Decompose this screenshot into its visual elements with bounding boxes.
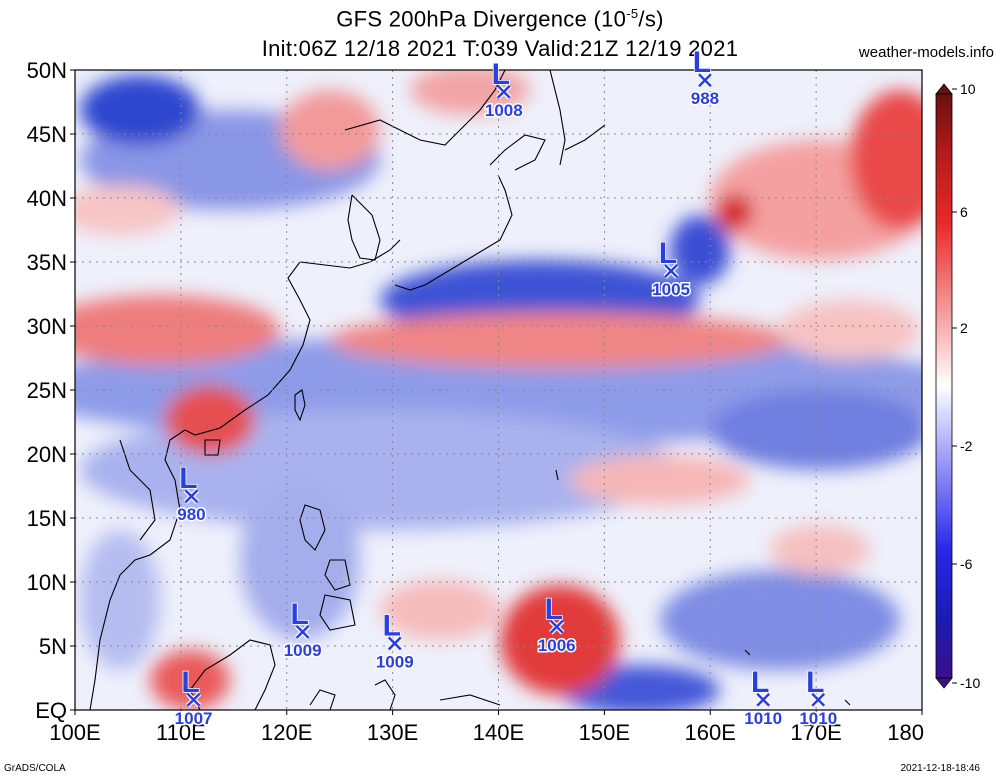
low-cross (756, 692, 771, 707)
lat-label: 5N (39, 634, 67, 659)
low-marker: L 1010 (743, 665, 784, 729)
low-pressure-value: 1009 (284, 641, 322, 660)
low-marker: L 1008 (483, 57, 524, 121)
lat-label: 40N (27, 186, 67, 211)
low-pressure-value: 1010 (799, 709, 837, 728)
map-title: GFS 200hPa Divergence (10-5/s) (336, 6, 664, 32)
low-cross (295, 625, 310, 639)
lat-label: 35N (27, 250, 67, 275)
low-symbol: L (659, 237, 677, 270)
low-symbol: L (492, 58, 510, 91)
lat-label: 15N (27, 506, 67, 531)
lat-label: 10N (27, 570, 67, 595)
low-marker: L 1006 (536, 592, 577, 656)
latitude-labels: 50N 45N 40N 35N 30N 25N 20N 15N 10N 5N EQ (27, 58, 75, 723)
low-cross (811, 692, 826, 707)
lon-label: 100E (49, 720, 100, 745)
colorbar-label: -10 (960, 675, 980, 691)
low-cross (549, 619, 564, 634)
low-symbol: L (751, 666, 769, 699)
low-cross (698, 73, 712, 88)
low-pressure-value: 1010 (744, 709, 782, 728)
low-pressure-markers: L 1008 L 988 L 1005 L 980 L 1009 L 1009 L 1006 L 1007 L 1… (173, 45, 839, 729)
low-pressure-value: 1009 (376, 652, 414, 671)
graticule (75, 70, 922, 710)
colorbar-top-arrow (935, 83, 953, 95)
site-label: weather-models.info (858, 44, 994, 61)
lat-label: 45N (27, 122, 67, 147)
lon-label: 180 (887, 720, 924, 745)
low-pressure-value: 980 (177, 505, 205, 524)
lon-label: 110E (156, 720, 206, 745)
colorbar-bottom-arrow (935, 677, 953, 689)
low-cross (387, 636, 402, 651)
low-symbol: L (545, 593, 563, 626)
lon-label: 150E (579, 720, 630, 745)
low-marker: L 988 (689, 45, 720, 109)
low-cross (496, 84, 511, 99)
low-symbol: L (290, 598, 308, 631)
lon-label: 160E (685, 720, 736, 745)
lat-label: 20N (27, 442, 67, 467)
lon-label: 130E (367, 720, 418, 745)
low-symbol: L (383, 609, 401, 642)
low-cross (184, 489, 199, 504)
lon-label: 170E (790, 720, 841, 745)
low-pressure-value: 1005 (652, 280, 690, 299)
lat-label: 25N (27, 378, 67, 403)
colorbar-label: 10 (960, 81, 976, 97)
low-cross (664, 264, 678, 278)
colorbar-label: -2 (960, 438, 973, 454)
colorbar-label: 2 (960, 320, 968, 336)
lat-label: 30N (27, 314, 67, 339)
low-symbol: L (179, 462, 197, 495)
low-marker: L 980 (176, 461, 207, 525)
lon-label: 120E (261, 720, 312, 745)
colorbar-label: 6 (960, 204, 968, 220)
low-symbol: L (181, 666, 199, 699)
divergence-field (75, 70, 922, 710)
low-marker: L 1005 (651, 236, 692, 300)
low-pressure-value: 988 (691, 89, 719, 108)
footer-left: GrADS/COLA (4, 763, 66, 774)
low-marker: L 1007 (173, 665, 214, 729)
low-cross (186, 692, 201, 707)
colorbar: 10 6 2 -2 -6 -10 (935, 81, 980, 691)
colorbar-label: -6 (960, 556, 973, 572)
low-symbol: L (693, 46, 711, 79)
lon-label: 140E (473, 720, 524, 745)
low-pressure-value: 1006 (538, 636, 576, 655)
footer-right: 2021-12-18-18:46 (900, 763, 980, 774)
lat-label: EQ (35, 698, 67, 723)
lat-label: 50N (27, 58, 67, 83)
low-symbol: L (806, 666, 824, 699)
low-marker: L 1009 (374, 609, 415, 673)
map-subtitle: Init:06Z 12/18 2021 T:039 Valid:21Z 12/1… (261, 36, 739, 61)
low-pressure-value: 1007 (175, 709, 213, 728)
low-pressure-value: 1008 (485, 101, 523, 120)
longitude-labels: 100E 110E 120E 130E 140E 150E 160E 170E 180 (49, 710, 924, 745)
low-marker: L 1010 (798, 665, 839, 729)
colorbar-gradient (935, 93, 953, 679)
low-marker: L 1009 (282, 597, 323, 661)
coastlines (89, 70, 851, 710)
